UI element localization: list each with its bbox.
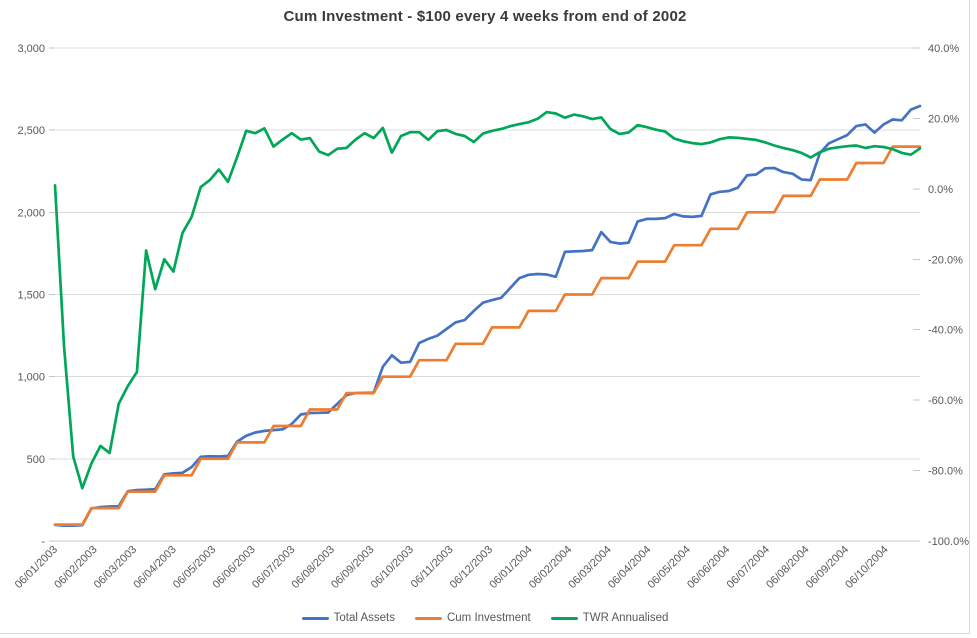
left-axis-tick-label: 2,000 — [17, 207, 45, 219]
right-axis-tick-label: 20.0% — [928, 113, 959, 125]
series-line-twr-annualised[interactable] — [53, 110, 922, 490]
legend-item-total-assets[interactable]: Total Assets — [301, 612, 395, 624]
legend-line-swatch-icon — [301, 616, 329, 620]
right-axis-tick-label: -60.0% — [928, 395, 963, 407]
chart-border-bottom — [0, 633, 970, 634]
legend-item-cum-investment[interactable]: Cum Investment — [414, 612, 531, 624]
right-axis-tick-label: 0.0% — [928, 184, 953, 196]
x-axis-tick-label: 06/10/2003 — [369, 544, 416, 591]
left-axis-tick-label: - — [41, 536, 45, 548]
legend-item-twr-annualised[interactable]: TWR Annualised — [550, 612, 669, 624]
right-axis-tick-label: -100.0% — [928, 536, 969, 548]
legend: Total Assets Cum Investment TWR Annualised — [0, 612, 970, 624]
left-axis-tick-label: 1,000 — [17, 372, 45, 384]
left-axis-tick-label: 500 — [27, 454, 45, 466]
chart-title[interactable]: Cum Investment - $100 every 4 weeks from… — [283, 8, 687, 25]
legend-line-swatch-icon — [414, 616, 442, 620]
series-line-cum-investment[interactable] — [53, 145, 922, 526]
left-axis-tick-label: 2,500 — [17, 125, 45, 137]
right-axis-tick-label: -20.0% — [928, 254, 963, 266]
legend-label: Total Assets — [333, 612, 395, 624]
chart-border-right — [969, 0, 970, 633]
left-axis-tick-label: 3,000 — [17, 43, 45, 55]
right-axis-tick-label: -80.0% — [928, 466, 963, 478]
series-line-total-assets[interactable] — [53, 104, 922, 528]
legend-line-swatch-icon — [550, 616, 578, 620]
x-axis-tick-label: 06/10/2004 — [843, 544, 890, 591]
right-axis-tick-label: 40.0% — [928, 43, 959, 55]
plot-area: - 500 1,000 1,500 2,000 2,500 3,000 -100.0% -80.… — [13, 43, 969, 591]
right-axis-tick-label: -40.0% — [928, 325, 963, 337]
legend-label: TWR Annualised — [582, 612, 669, 624]
left-axis-tick-label: 1,500 — [17, 290, 45, 302]
legend-label: Cum Investment — [446, 612, 531, 624]
